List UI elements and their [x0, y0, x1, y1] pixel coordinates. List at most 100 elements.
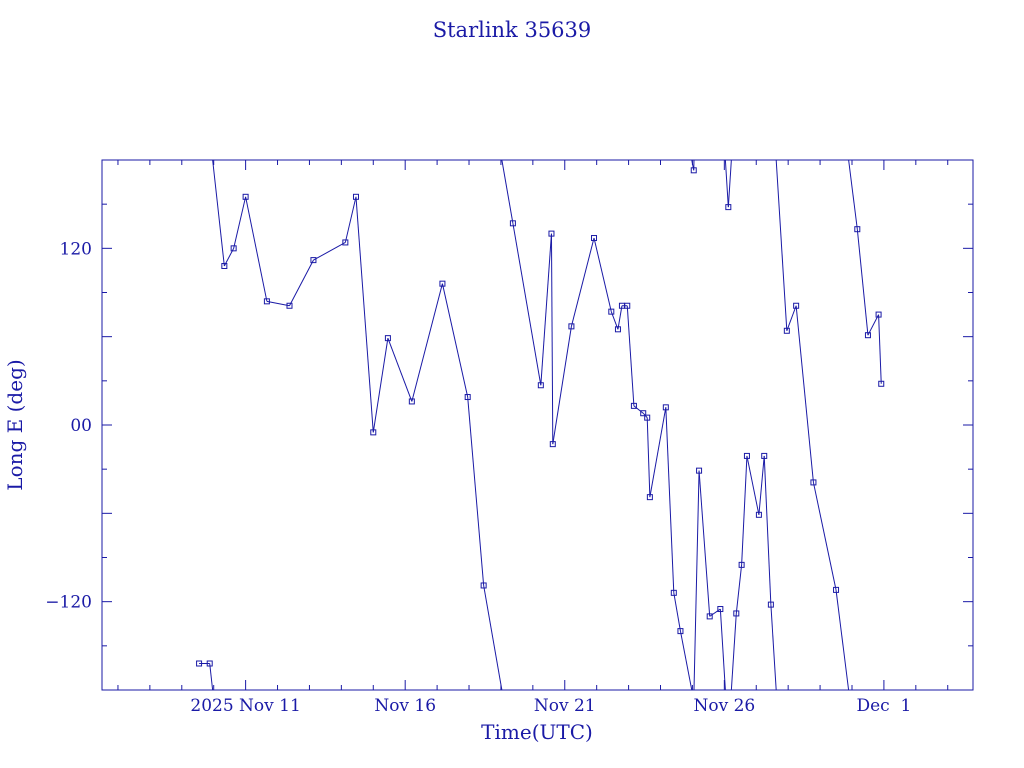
- data-point: [263, 298, 270, 305]
- data-point: [384, 335, 391, 342]
- series-line-segment: [540, 233, 552, 386]
- series-line-segment: [266, 300, 290, 307]
- data-point: [706, 613, 713, 620]
- x-tick-label: 2025 Nov 11: [190, 696, 300, 716]
- series-line-segment: [848, 160, 858, 230]
- x-tick-label: Nov 26: [693, 696, 755, 716]
- data-point: [537, 382, 544, 389]
- series-line-segment: [735, 564, 743, 614]
- series-line-segment: [593, 237, 612, 312]
- y-tick-label: −120: [45, 593, 92, 613]
- series-line-segment: [344, 196, 357, 243]
- series-line-segment: [698, 470, 711, 617]
- series-line-segment: [741, 455, 748, 565]
- series-line-segment: [709, 608, 721, 617]
- series-line-segment: [835, 589, 850, 690]
- data-point: [408, 398, 415, 405]
- series-line-segment: [775, 160, 788, 331]
- series-line-segment: [372, 338, 389, 433]
- data-point: [854, 226, 861, 233]
- series-line-segment: [867, 314, 880, 336]
- series-line-segment: [786, 305, 797, 331]
- series-line-segment: [212, 160, 225, 267]
- data-point: [624, 302, 631, 309]
- x-tick-label: Nov 21: [534, 696, 596, 716]
- data-point: [310, 257, 317, 264]
- data-point: [725, 204, 732, 211]
- series-line-segment: [617, 305, 623, 330]
- data-point: [548, 230, 555, 237]
- series-line-segment: [878, 314, 882, 384]
- series-line-segment: [441, 283, 469, 398]
- series-line-segment: [233, 196, 247, 249]
- y-tick-label: 120: [60, 239, 92, 259]
- series-line-segment: [770, 604, 777, 690]
- series-line-segment: [763, 455, 772, 605]
- plot-frame: [101, 159, 974, 691]
- data-point: [733, 610, 740, 617]
- data-point: [690, 167, 697, 174]
- series-line-segment: [724, 160, 729, 208]
- data-point: [608, 308, 615, 315]
- data-point: [755, 511, 762, 518]
- series-line-segment: [795, 305, 814, 483]
- data-point: [221, 263, 228, 269]
- data-point: [591, 235, 598, 242]
- data-point: [370, 429, 377, 436]
- series-line-segment: [552, 326, 572, 445]
- series-line-segment: [501, 160, 514, 224]
- series-line-segment: [411, 283, 443, 402]
- series-line-segment: [245, 196, 268, 302]
- y-tick-label: 00: [70, 416, 92, 436]
- series-line-segment: [209, 663, 214, 690]
- series-line-segment: [758, 455, 765, 515]
- data-point: [783, 327, 790, 334]
- y-axis-label: Long E (deg): [3, 359, 27, 490]
- data-point: [464, 394, 471, 401]
- data-point: [875, 311, 882, 318]
- series-line-segment: [355, 196, 374, 433]
- data-point: [833, 586, 840, 593]
- data-point: [509, 220, 516, 227]
- data-point: [864, 332, 871, 339]
- x-tick-label: Dec 1: [856, 696, 911, 716]
- data-point: [793, 302, 800, 309]
- x-tick-label: Nov 16: [374, 696, 436, 716]
- data-point: [670, 589, 677, 596]
- data-point: [717, 606, 724, 613]
- series-line-segment: [313, 242, 346, 261]
- data-point: [696, 467, 703, 474]
- data-point: [614, 326, 621, 333]
- data-point: [196, 660, 203, 667]
- data-point: [439, 280, 446, 287]
- data-point: [644, 414, 651, 421]
- series-line-segment: [512, 223, 542, 386]
- series-line-segment: [812, 482, 837, 590]
- series-line-segment: [626, 305, 635, 406]
- data-point: [677, 628, 684, 635]
- data-point: [761, 452, 768, 459]
- axis-ticks: [102, 160, 973, 690]
- data-point: [549, 441, 556, 448]
- data-point: [640, 410, 647, 417]
- data-point: [662, 404, 669, 411]
- series-line-segment: [467, 396, 485, 586]
- series-line-segment: [289, 259, 314, 306]
- series-line-segment: [673, 592, 681, 632]
- chart-title: Starlink 35639: [433, 18, 592, 42]
- data-point: [342, 239, 349, 246]
- series-line-segment: [483, 585, 503, 690]
- data-point: [242, 193, 249, 200]
- series-line-segment: [665, 407, 675, 593]
- x-axis-label: Time(UTC): [481, 720, 593, 744]
- data-point: [568, 323, 575, 330]
- data-point: [646, 494, 653, 501]
- series-line-segment: [387, 337, 413, 402]
- series-line-segment: [649, 407, 667, 498]
- data-point: [878, 380, 885, 387]
- series-line-segment: [856, 229, 869, 336]
- series-line-segment: [679, 631, 693, 690]
- series-group: [196, 160, 885, 690]
- data-point: [767, 601, 774, 608]
